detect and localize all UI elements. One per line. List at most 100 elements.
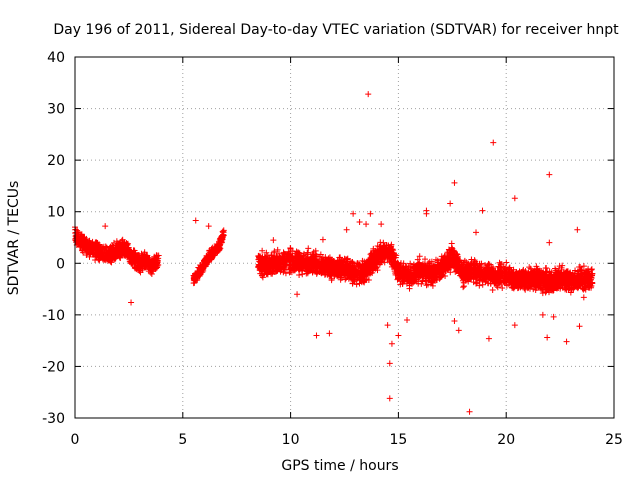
data-point	[281, 250, 288, 257]
data-point	[313, 270, 320, 277]
data-point	[515, 279, 522, 286]
data-point	[343, 275, 350, 282]
outlier-point	[388, 340, 395, 347]
data-point	[489, 268, 496, 275]
data-point	[417, 273, 424, 280]
data-point	[98, 247, 105, 254]
data-point	[423, 282, 430, 289]
data-point	[88, 247, 95, 254]
data-point	[365, 268, 372, 275]
data-point	[263, 271, 270, 278]
data-point	[482, 262, 489, 269]
data-point	[428, 271, 435, 278]
data-point	[520, 273, 527, 280]
data-point	[498, 275, 505, 282]
outlier-point	[546, 239, 553, 246]
data-point	[408, 275, 415, 282]
data-point	[394, 259, 401, 266]
data-point	[116, 240, 123, 247]
data-point	[293, 248, 300, 255]
data-point	[395, 266, 402, 273]
data-point	[567, 279, 574, 286]
data-point	[578, 267, 585, 274]
data-point	[143, 253, 150, 260]
data-point	[581, 285, 588, 292]
grid-lines	[75, 57, 614, 418]
data-point	[205, 258, 212, 265]
data-point	[476, 266, 483, 273]
outlier-point	[384, 322, 391, 329]
data-point	[508, 272, 515, 279]
data-point	[564, 268, 571, 275]
data-point	[130, 251, 137, 258]
data-point	[402, 272, 409, 279]
data-point	[348, 271, 355, 278]
plot-frame	[74, 56, 615, 419]
data-point	[198, 263, 205, 270]
data-point	[402, 267, 409, 274]
y-tick-label: -30	[42, 411, 65, 427]
data-point	[484, 274, 491, 281]
data-point	[150, 263, 157, 270]
data-point	[131, 264, 138, 271]
outlier-point	[466, 408, 473, 415]
outlier-point	[546, 171, 553, 178]
data-point	[390, 262, 397, 269]
data-point	[454, 267, 461, 274]
y-tick-label: -20	[42, 359, 65, 375]
data-point	[549, 284, 556, 291]
outlier-point	[365, 91, 372, 98]
data-point	[295, 254, 302, 261]
data-point	[336, 268, 343, 275]
data-point	[147, 266, 154, 273]
data-point	[466, 272, 473, 279]
data-point	[119, 236, 126, 243]
data-point	[536, 282, 543, 289]
data-point	[492, 280, 499, 287]
data-point	[337, 254, 344, 261]
x-tick-label: 25	[605, 432, 623, 448]
data-point	[399, 273, 406, 280]
data-point	[263, 249, 270, 256]
data-point	[120, 248, 127, 255]
data-point	[503, 270, 510, 277]
data-point	[82, 240, 89, 247]
outlier-point	[451, 318, 458, 325]
data-point	[131, 263, 138, 270]
data-point	[137, 259, 144, 266]
data-point	[348, 264, 355, 271]
data-point	[371, 251, 378, 258]
data-point	[373, 261, 380, 268]
x-axis-label: GPS time / hours	[281, 458, 398, 474]
data-point	[542, 284, 549, 291]
data-point	[354, 274, 361, 281]
data-point	[415, 265, 422, 272]
data-point	[352, 267, 359, 274]
data-point	[342, 271, 348, 278]
outlier-point	[550, 313, 557, 320]
data-point	[325, 265, 332, 272]
data-point	[462, 264, 469, 271]
data-point	[311, 264, 318, 271]
data-point	[529, 269, 536, 276]
data-point	[294, 249, 301, 256]
data-point	[79, 233, 86, 240]
data-point	[557, 278, 564, 285]
data-point	[377, 250, 384, 257]
data-point	[485, 260, 492, 267]
data-point	[287, 244, 294, 251]
data-point	[289, 260, 296, 267]
data-point	[416, 253, 423, 260]
data-point	[494, 284, 501, 291]
data-point	[589, 280, 596, 287]
data-point	[388, 246, 395, 253]
y-tick-label: 20	[47, 153, 65, 169]
y-tick-label: 30	[47, 102, 65, 118]
data-point	[199, 266, 206, 273]
data-point	[344, 262, 351, 269]
data-point	[79, 246, 86, 253]
data-point	[328, 267, 335, 274]
data-point	[585, 273, 592, 280]
